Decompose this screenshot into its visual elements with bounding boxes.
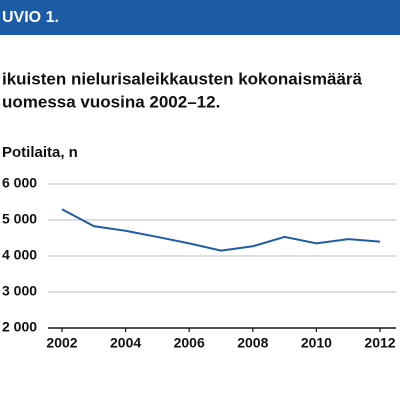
- x-tick-label: 2010: [301, 335, 332, 351]
- chart-title: ikuisten nielurisaleikkausten kokonaismä…: [2, 69, 363, 88]
- y-tick-label: 5 000: [2, 211, 37, 227]
- line-series: [61, 208, 381, 252]
- x-tick-label: 2012: [364, 335, 395, 351]
- x-tick-label: 2006: [174, 335, 205, 351]
- x-tick-label: 2004: [110, 335, 141, 351]
- x-tick-label: 2002: [46, 335, 77, 351]
- y-axis-label: Potilaita, n: [2, 144, 78, 161]
- figure-label: UVIO 1.: [2, 9, 59, 26]
- chart-subtitle: uomessa vuosina 2002–12.: [2, 92, 220, 111]
- x-tick-label: 2008: [237, 335, 268, 351]
- y-tick-label: 6 000: [2, 175, 37, 191]
- y-tick-label: 2 000: [2, 319, 37, 335]
- header-banner: [0, 0, 400, 35]
- y-tick-label: 4 000: [2, 247, 37, 263]
- y-tick-label: 3 000: [2, 283, 37, 299]
